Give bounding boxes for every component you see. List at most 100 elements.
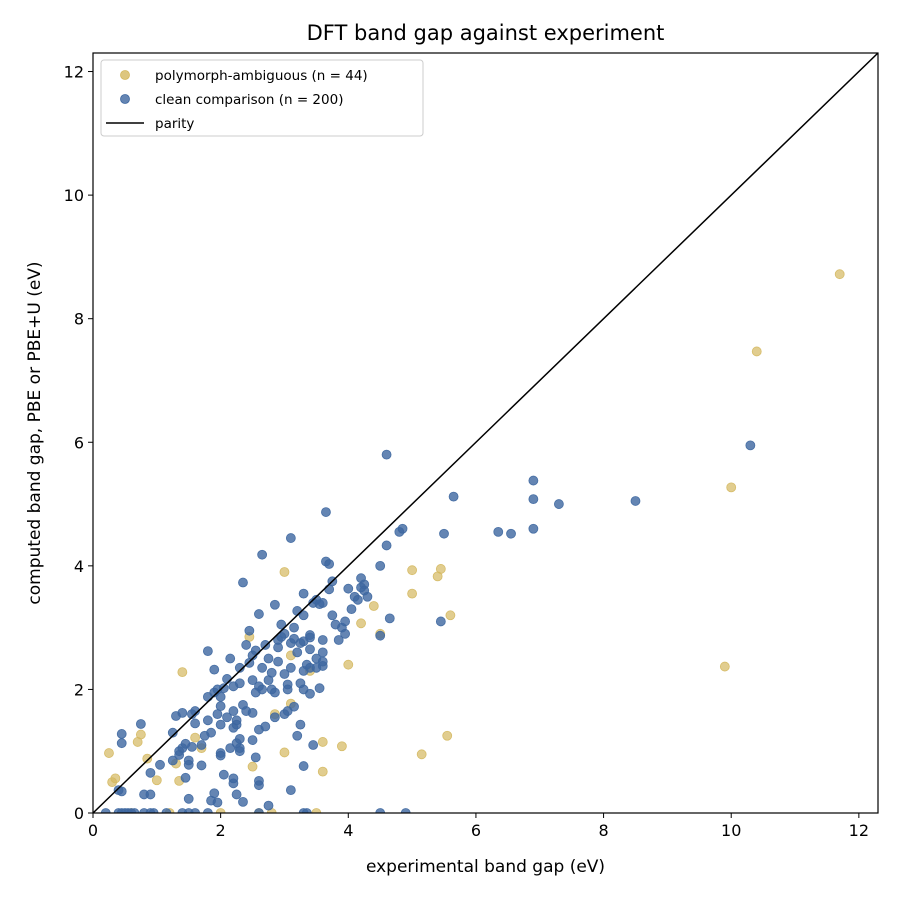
data-point — [260, 721, 271, 732]
data-point — [305, 632, 315, 643]
data-point — [110, 773, 121, 784]
data-point — [726, 482, 737, 493]
data-point — [343, 583, 354, 594]
data-point — [100, 808, 111, 813]
data-point — [375, 808, 386, 813]
data-point — [343, 659, 354, 670]
data-point — [244, 625, 255, 636]
data-point — [834, 269, 845, 280]
data-point — [317, 635, 328, 645]
y-tick-label: 0 — [74, 804, 84, 823]
x-tick-label: 0 — [88, 821, 98, 840]
x-axis-label: experimental band gap (eV) — [366, 857, 605, 877]
data-point — [190, 808, 201, 813]
data-point — [234, 733, 245, 744]
legend-items: polymorph-ambiguous (n = 44) clean compar… — [106, 68, 368, 132]
data-point — [279, 669, 290, 679]
data-point — [104, 748, 114, 758]
data-point — [202, 715, 213, 726]
data-point — [276, 619, 287, 630]
data-point — [381, 449, 392, 460]
data-point — [234, 678, 245, 689]
axis-ticks: 0 2 4 6 8 10 12 0 2 4 6 8 10 12 — [64, 63, 869, 840]
data-point — [397, 523, 408, 534]
legend-label: parity — [155, 116, 194, 132]
data-point — [167, 727, 178, 738]
data-point — [435, 564, 446, 574]
data-point — [384, 613, 395, 624]
series-clean-comparison — [100, 440, 756, 813]
data-point — [196, 760, 207, 771]
data-point — [445, 610, 456, 621]
data-point — [295, 719, 306, 730]
data-point — [528, 523, 539, 534]
data-point — [263, 653, 274, 664]
data-point — [368, 601, 379, 611]
data-point — [254, 808, 264, 813]
x-tick-label: 2 — [216, 821, 226, 840]
data-point — [719, 661, 730, 672]
data-point — [151, 775, 162, 786]
data-point — [493, 526, 504, 537]
data-point — [340, 616, 350, 627]
data-point — [282, 679, 293, 690]
data-point — [553, 499, 564, 509]
data-point — [142, 753, 153, 764]
data-point — [285, 662, 296, 673]
x-tick-label: 12 — [849, 821, 869, 840]
data-point — [222, 712, 232, 723]
data-point — [257, 549, 268, 560]
data-point — [745, 440, 756, 451]
data-point — [285, 785, 296, 796]
data-point — [301, 808, 312, 813]
data-point — [247, 761, 258, 772]
data-point — [506, 528, 516, 539]
data-point — [269, 599, 280, 610]
data-point — [183, 755, 194, 766]
data-point — [238, 796, 248, 807]
data-point — [116, 729, 127, 739]
data-point — [327, 610, 338, 621]
data-point — [269, 687, 280, 698]
data-point — [289, 622, 299, 633]
data-point — [266, 667, 277, 678]
data-point — [317, 737, 328, 747]
plot-area — [93, 53, 878, 813]
data-point — [314, 683, 325, 694]
data-point — [247, 735, 258, 745]
data-point — [528, 494, 539, 505]
y-tick-label: 8 — [74, 310, 84, 329]
data-point — [231, 715, 242, 726]
data-point — [254, 775, 264, 786]
data-point — [225, 653, 236, 664]
data-point — [167, 755, 178, 766]
data-point — [308, 740, 319, 750]
data-point — [298, 761, 309, 771]
data-point — [336, 741, 347, 752]
data-point — [228, 773, 239, 784]
data-point — [222, 674, 232, 684]
data-point — [145, 789, 156, 800]
data-point — [190, 718, 201, 729]
y-tick-label: 2 — [74, 680, 84, 699]
data-point — [317, 766, 328, 777]
data-point — [407, 565, 418, 576]
data-point — [257, 684, 268, 695]
data-point — [148, 808, 159, 813]
data-point — [381, 540, 392, 551]
data-point — [206, 795, 216, 806]
data-point — [225, 743, 236, 754]
data-point — [442, 730, 453, 741]
data-point — [528, 475, 539, 486]
y-tick-label: 6 — [74, 433, 84, 452]
data-point — [346, 604, 357, 614]
data-point — [254, 609, 264, 619]
data-point — [292, 647, 303, 658]
legend-label: clean comparison (n = 200) — [155, 92, 343, 108]
data-point — [234, 662, 245, 673]
data-point — [273, 642, 283, 653]
data-point — [212, 709, 223, 720]
data-point — [416, 749, 427, 760]
data-point — [279, 567, 290, 577]
data-point — [257, 662, 268, 673]
